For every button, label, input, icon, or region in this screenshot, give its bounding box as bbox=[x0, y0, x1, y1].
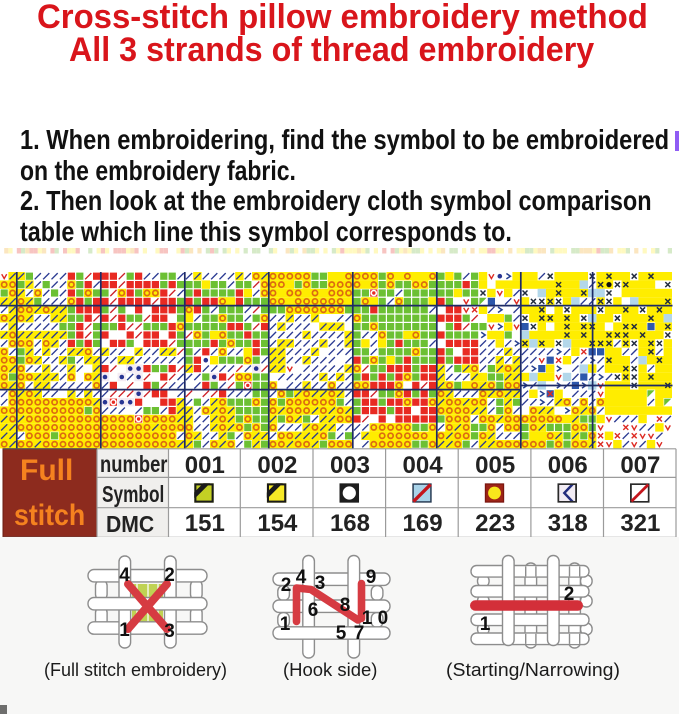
svg-text:4: 4 bbox=[119, 565, 130, 586]
svg-text:7: 7 bbox=[354, 623, 365, 644]
svg-text:3: 3 bbox=[315, 573, 326, 594]
svg-text:6: 6 bbox=[308, 600, 319, 621]
svg-text:4: 4 bbox=[296, 567, 307, 588]
svg-text:5: 5 bbox=[336, 623, 347, 644]
svg-text:8: 8 bbox=[340, 595, 351, 616]
svg-text:2: 2 bbox=[564, 584, 575, 605]
svg-text:1: 1 bbox=[280, 614, 291, 635]
svg-text:2: 2 bbox=[164, 565, 175, 586]
svg-text:1: 1 bbox=[119, 620, 130, 641]
svg-text:3: 3 bbox=[164, 621, 175, 642]
svg-text:9: 9 bbox=[366, 567, 377, 588]
svg-text:2: 2 bbox=[281, 575, 292, 596]
svg-text:1 0: 1 0 bbox=[362, 608, 388, 629]
svg-text:1: 1 bbox=[480, 614, 491, 635]
